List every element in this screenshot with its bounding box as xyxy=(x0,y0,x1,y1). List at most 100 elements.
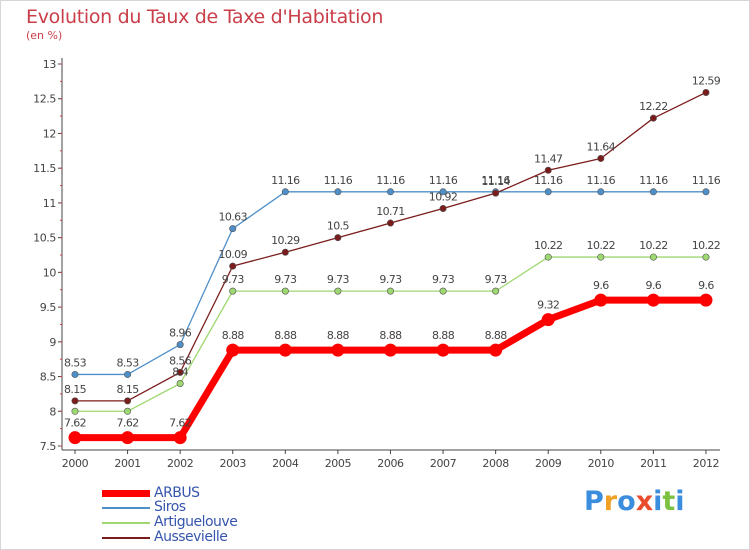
legend-item-artiguelouve: Artiguelouve xyxy=(102,514,302,531)
data-point-arbus xyxy=(383,343,397,357)
unit-label: (en %) xyxy=(26,29,63,42)
data-label-artiguelouve: 10.22 xyxy=(534,239,563,252)
y-tick-label: 13 xyxy=(43,58,57,71)
legend-label: ARBUS xyxy=(154,485,200,501)
data-label-artiguelouve: 9.73 xyxy=(379,273,402,286)
data-point-arbus xyxy=(541,313,555,327)
data-point-aussevielle xyxy=(649,114,657,122)
data-point-aussevielle xyxy=(176,368,184,376)
data-label-siros: 11.16 xyxy=(481,174,510,187)
data-label-aussevielle: 8.15 xyxy=(64,383,87,396)
x-tick-label: 2003 xyxy=(220,457,247,470)
data-point-siros xyxy=(334,188,342,196)
data-point-arbus xyxy=(699,293,713,307)
data-label-siros: 8.53 xyxy=(117,356,140,369)
data-point-artiguelouve xyxy=(229,287,237,295)
data-label-aussevielle: 10.71 xyxy=(376,205,405,218)
x-tick-label: 2012 xyxy=(693,457,719,470)
data-label-aussevielle: 11.14 xyxy=(481,175,510,188)
logo-letter: o xyxy=(617,486,636,517)
logo-letter: i xyxy=(675,486,685,517)
data-point-artiguelouve xyxy=(71,407,79,415)
data-label-artiguelouve: 10.22 xyxy=(692,239,721,252)
legend-label: Aussevielle xyxy=(154,529,228,545)
legend-item-arbus: ARBUS xyxy=(102,485,302,502)
data-label-artiguelouve: 9.73 xyxy=(222,273,245,286)
y-tick-label: 8 xyxy=(49,405,56,418)
data-label-artiguelouve: 10.22 xyxy=(587,239,616,252)
data-label-artiguelouve: 9.73 xyxy=(274,273,297,286)
data-point-arbus xyxy=(436,343,450,357)
data-label-artiguelouve: 9.73 xyxy=(485,273,508,286)
data-label-siros: 10.63 xyxy=(218,211,247,224)
x-tick-label: 2008 xyxy=(482,457,509,470)
data-label-artiguelouve: 9.73 xyxy=(327,273,350,286)
legend-swatch xyxy=(102,507,150,509)
data-point-aussevielle xyxy=(281,248,289,256)
legend-swatch xyxy=(102,537,150,539)
logo-letter: P xyxy=(584,486,604,517)
x-tick-label: 2001 xyxy=(114,457,140,470)
y-tick-label: 12 xyxy=(43,127,56,140)
data-label-aussevielle: 10.5 xyxy=(327,220,350,233)
data-label-aussevielle: 12.22 xyxy=(639,100,668,113)
legend-label: Siros xyxy=(154,499,186,515)
proxiti-logo: Proxiti xyxy=(584,486,685,517)
y-tick-label: 10 xyxy=(43,266,57,279)
data-point-siros xyxy=(124,370,132,378)
data-label-artiguelouve: 9.73 xyxy=(432,273,455,286)
data-point-aussevielle xyxy=(492,189,500,197)
legend-label: Artiguelouve xyxy=(154,514,238,530)
data-point-siros xyxy=(544,188,552,196)
data-label-aussevielle: 12.59 xyxy=(692,74,721,87)
y-tick-label: 7.5 xyxy=(40,440,57,453)
data-point-artiguelouve xyxy=(124,407,132,415)
data-point-siros xyxy=(386,188,394,196)
data-label-aussevielle: 10.92 xyxy=(429,190,458,203)
data-point-artiguelouve xyxy=(544,253,552,261)
logo-letter: i xyxy=(653,486,663,517)
data-label-artiguelouve: 10.22 xyxy=(639,239,668,252)
x-tick-label: 2006 xyxy=(377,457,404,470)
x-tick-label: 2002 xyxy=(167,457,193,470)
data-label-siros: 11.16 xyxy=(429,174,458,187)
x-tick-label: 2010 xyxy=(588,457,615,470)
x-tick-label: 2005 xyxy=(325,457,352,470)
data-label-arbus: 9.6 xyxy=(593,279,609,292)
y-tick-label: 11 xyxy=(43,197,56,210)
data-label-siros: 11.16 xyxy=(639,174,668,187)
data-point-arbus xyxy=(646,293,660,307)
data-point-arbus xyxy=(489,343,503,357)
data-point-aussevielle xyxy=(544,166,552,174)
x-tick-label: 2007 xyxy=(430,457,457,470)
data-point-aussevielle xyxy=(702,88,710,96)
data-label-arbus: 8.88 xyxy=(432,329,455,342)
data-label-aussevielle: 8.56 xyxy=(169,354,192,367)
data-point-arbus xyxy=(173,431,187,445)
data-label-siros: 8.53 xyxy=(64,356,87,369)
data-label-aussevielle: 10.09 xyxy=(218,248,247,261)
data-label-aussevielle: 11.64 xyxy=(587,140,616,153)
data-label-arbus: 8.88 xyxy=(485,329,508,342)
data-point-artiguelouve xyxy=(386,287,394,295)
data-point-artiguelouve xyxy=(597,253,605,261)
data-point-aussevielle xyxy=(229,262,237,270)
data-point-arbus xyxy=(594,293,608,307)
legend-item-siros: Siros xyxy=(102,499,302,516)
data-label-siros: 11.16 xyxy=(376,174,405,187)
data-point-siros xyxy=(229,225,237,233)
x-tick-label: 2000 xyxy=(62,457,89,470)
data-label-arbus: 8.88 xyxy=(327,329,350,342)
data-point-artiguelouve xyxy=(649,253,657,261)
data-point-siros xyxy=(597,188,605,196)
data-point-artiguelouve xyxy=(334,287,342,295)
data-point-siros xyxy=(281,188,289,196)
data-point-artiguelouve xyxy=(281,287,289,295)
x-tick-label: 2004 xyxy=(272,457,299,470)
data-label-arbus: 8.88 xyxy=(222,329,245,342)
data-label-siros: 11.16 xyxy=(324,174,353,187)
y-tick-label: 10.5 xyxy=(33,232,56,245)
data-point-aussevielle xyxy=(334,234,342,242)
